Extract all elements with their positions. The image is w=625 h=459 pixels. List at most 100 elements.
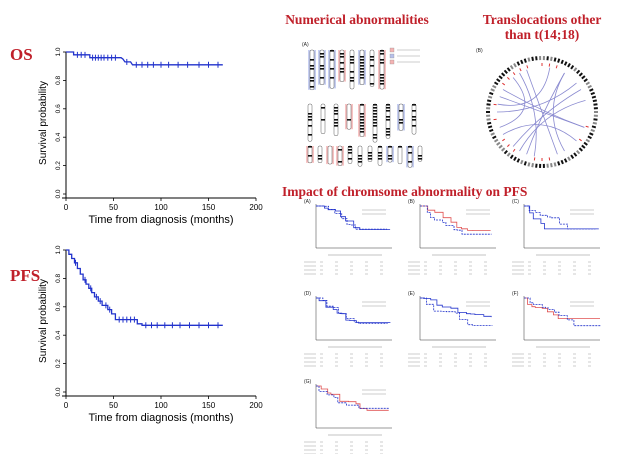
ideogram-band xyxy=(567,63,571,68)
chromosome-band xyxy=(360,122,364,124)
chromosome xyxy=(407,145,413,168)
ideogram-band xyxy=(487,99,492,103)
chromosome-band xyxy=(380,62,384,64)
chromosome-band xyxy=(378,146,382,148)
chromosome-band xyxy=(386,110,390,112)
chromosome-band xyxy=(308,119,312,121)
chromosome-band xyxy=(412,119,416,121)
translocation-link xyxy=(499,77,526,128)
subgroup-panels: (A) (B) (C) (D) (E) (F) (G) xyxy=(302,196,612,455)
chromosome-band xyxy=(368,158,372,160)
os-km-chart: 0.0 0.2 0.4 0.6 0.8 1.0 0 50 100 150 200 Time from … xyxy=(18,40,268,230)
x-tick-label: 200 xyxy=(249,203,263,212)
chromosome-band xyxy=(334,122,338,124)
ideogram-band xyxy=(553,57,557,62)
translocations-title: Translocations other than t(14;18) xyxy=(462,12,622,42)
chromosome-band xyxy=(373,134,377,136)
ideogram-band xyxy=(531,163,534,168)
y-axis-label: Survival probability xyxy=(38,279,49,363)
ideogram-band xyxy=(520,59,524,65)
ideogram-band xyxy=(585,138,591,143)
chromosome-band xyxy=(370,83,374,85)
ideogram-band xyxy=(487,121,492,125)
chromosome-band xyxy=(350,56,354,58)
mini-survival-curve xyxy=(316,385,389,411)
pfs-km-svg: 0.0 0.2 0.4 0.6 0.8 1.0 0 50 100 150 200 Time from … xyxy=(38,245,263,424)
y-tick-label: 1.0 xyxy=(55,47,62,56)
chromosome-band xyxy=(318,155,322,157)
y-tick-label: 0.8 xyxy=(55,76,62,85)
translocation-link xyxy=(496,82,577,113)
ideogram-band xyxy=(492,84,497,89)
chromosome xyxy=(339,49,345,82)
y-tick-label: 0.0 xyxy=(55,189,62,198)
karyotype-figure: (A) xyxy=(302,38,437,170)
translocation-link xyxy=(519,72,537,157)
ideogram-band xyxy=(583,141,588,146)
chromosome-band xyxy=(408,152,412,154)
chromosome-band xyxy=(378,158,382,160)
y-tick-label: 0.2 xyxy=(55,161,62,170)
chromosome-band xyxy=(360,119,364,121)
ideogram-band xyxy=(531,56,534,61)
chromosome-band xyxy=(321,119,325,121)
y-tick-label: 0.6 xyxy=(55,302,62,311)
x-tick-label: 100 xyxy=(154,401,168,410)
ideogram-band xyxy=(557,161,561,166)
chromosome-band xyxy=(330,50,334,52)
chromosome-band xyxy=(338,149,342,151)
chromosome-band xyxy=(399,122,403,124)
subgroup-panel-letter: (B) xyxy=(408,199,415,205)
chromosome-band xyxy=(350,80,354,82)
chromosome-band xyxy=(308,155,312,157)
chromosome xyxy=(309,49,315,91)
ideogram-band xyxy=(590,91,595,96)
chromosome-band xyxy=(360,71,364,73)
ideogram-band xyxy=(593,118,598,121)
cnv-tick xyxy=(555,65,558,69)
mini-survival-curve xyxy=(316,205,391,230)
chromosome-band xyxy=(380,50,384,52)
x-tick-label: 100 xyxy=(154,203,168,212)
subgroup-panel-letter: (C) xyxy=(512,199,519,205)
chromosome-band xyxy=(360,125,364,127)
subgroup-panel-letter: (G) xyxy=(304,379,312,385)
ideogram-band xyxy=(550,163,553,168)
ideogram-band xyxy=(593,103,598,106)
ideogram-band xyxy=(496,141,501,146)
chromosome-band xyxy=(373,107,377,109)
circos-figure: (B) xyxy=(476,46,608,176)
chromosome-band xyxy=(412,116,416,118)
translocation-link xyxy=(502,89,585,128)
ideogram-band xyxy=(523,58,527,63)
ideogram-band xyxy=(501,147,506,152)
cnv-tick xyxy=(526,65,529,69)
circos-svg: (B) xyxy=(476,48,598,169)
ideogram-band xyxy=(513,63,517,68)
chromosome xyxy=(417,145,423,162)
ideogram-band xyxy=(578,147,583,152)
chromosome-band xyxy=(368,152,372,154)
ideogram-band xyxy=(557,58,561,63)
numerical-title: Numerical abnormalities xyxy=(285,12,429,27)
chromosome-band xyxy=(399,119,403,121)
ideogram-band xyxy=(516,158,521,163)
ideogram-band xyxy=(589,132,594,136)
cnv-tick xyxy=(512,72,516,76)
impact-title: Impact of chromsome abnormality on PFS xyxy=(282,184,528,199)
chromosome-band xyxy=(378,155,382,157)
y-tick-label: 1.0 xyxy=(55,245,62,254)
translocations-title-line1: Translocations other xyxy=(482,12,602,27)
translocations-title-line2: than t(14;18) xyxy=(504,27,580,42)
chromosome-band xyxy=(340,53,344,55)
ideogram-band xyxy=(492,135,497,140)
chromosome-band xyxy=(370,65,374,67)
ideogram-band xyxy=(490,88,495,92)
chromosome-band xyxy=(340,56,344,58)
chromosome xyxy=(349,49,355,90)
ideogram-band xyxy=(576,149,581,155)
mini-survival-curve xyxy=(524,205,596,230)
subgroup-panel-letter: (E) xyxy=(408,291,415,297)
chromosome-band xyxy=(412,110,416,112)
chromosome-band xyxy=(320,68,324,70)
